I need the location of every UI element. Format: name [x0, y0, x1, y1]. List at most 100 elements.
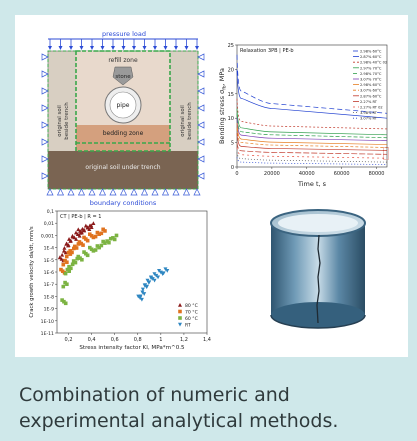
support-triangle: [119, 188, 128, 196]
relax-legend-label: 2.98% 60°C: [360, 83, 382, 87]
support-triangle-right: [197, 104, 205, 112]
soil-right-label: original soilbeside trench: [180, 102, 193, 140]
relax-xtick-label: 40000: [299, 171, 315, 177]
relax-series-line: [236, 113, 388, 139]
crack-xtick-label: 1,4: [203, 337, 211, 343]
crack-point: [67, 237, 72, 241]
crack-point: [178, 303, 182, 307]
support-triangle-left: [41, 70, 49, 78]
crack-point: [57, 255, 62, 260]
crack-point: [114, 233, 119, 238]
crack-point: [63, 301, 68, 306]
support-triangle-left: [41, 87, 49, 95]
crack-point: [145, 284, 149, 289]
bedding-zone-label: bedding zone: [103, 130, 144, 137]
relax-series-line: [236, 118, 388, 141]
crack-point: [82, 227, 87, 232]
crack-point: [165, 268, 170, 273]
crack-point: [99, 243, 104, 248]
crack-point: [111, 236, 115, 240]
crack-ylabel: Crack growth velocity da/dt, mm/s: [29, 226, 35, 318]
crack-point: [67, 269, 71, 273]
crack-legend-label: 60 °C: [185, 316, 198, 322]
support-triangle-right: [197, 87, 205, 95]
boundary-conditions-label: boundary conditions: [90, 199, 157, 207]
crack-point: [75, 256, 80, 261]
crack-point: [101, 227, 105, 232]
relax-end-marker: [383, 147, 389, 160]
crack-point: [103, 229, 107, 233]
pipe-body: [271, 223, 365, 315]
support-triangle-right: [197, 53, 205, 61]
support-triangle-left: [41, 155, 49, 163]
crack-point: [65, 282, 69, 286]
crack-xtick-label: 0,6: [111, 337, 119, 343]
crack-point: [61, 284, 66, 289]
relax-series-line: [236, 127, 388, 148]
crack-point: [142, 292, 147, 296]
crack-point: [89, 225, 94, 230]
crack-point: [78, 230, 83, 235]
pipe-crack: [316, 234, 321, 324]
crack-ytick-label: 1E-6: [44, 270, 54, 276]
crack-point: [63, 258, 67, 263]
relax-series-line: [236, 152, 388, 163]
caption-line-1: Combination of numeric and: [19, 384, 290, 406]
crack-title: CT | PE-b | R = 1: [60, 214, 101, 220]
refill-zone-label: refill zone: [108, 57, 138, 64]
pressure-arrowhead: [121, 46, 126, 50]
pressure-arrowhead: [132, 46, 136, 50]
crack-point: [178, 322, 182, 327]
crack-point: [69, 266, 73, 271]
crack-point: [64, 241, 69, 246]
crack-point: [93, 234, 98, 239]
pressure-arrowhead: [163, 46, 168, 50]
crack-point: [178, 316, 182, 320]
pressure-arrowhead: [79, 46, 84, 50]
relax-legend-label: 3.07% RT: [360, 117, 378, 121]
support-triangle: [140, 188, 149, 196]
relax-legend-label: 2.27% RT: [360, 100, 378, 104]
support-triangle: [88, 188, 96, 196]
relax-legend-label: 3.07% 70°C: [360, 78, 382, 82]
crack-ytick-label: 1E-9: [44, 307, 54, 313]
support-triangle: [67, 188, 75, 196]
crack-xtick-label: 0,2: [65, 337, 73, 343]
crack-point: [97, 245, 101, 250]
support-triangle-left: [41, 121, 49, 129]
relax-ytick-label: 10: [228, 116, 234, 122]
relax-series-line: [236, 69, 388, 119]
relax-series-line: [236, 157, 388, 165]
relax-xtick-label: 80000: [369, 171, 385, 177]
support-triangle-right: [197, 121, 205, 129]
stone-shape: [112, 66, 134, 86]
crack-point: [72, 246, 76, 251]
crack-point: [63, 280, 67, 285]
crack-point: [66, 243, 71, 247]
crack-point: [62, 245, 67, 250]
crack-xtick-label: 0,4: [88, 337, 96, 343]
trench-diagram: pressure load refill zone stone pipe bed…: [41, 30, 205, 207]
support-triangle-left: [41, 104, 49, 112]
crack-point: [74, 237, 79, 241]
crack-point: [101, 239, 105, 244]
support-triangle: [130, 188, 138, 196]
relax-xlabel: Time t, s: [297, 180, 327, 188]
crack-point: [78, 228, 83, 233]
crack-point: [139, 297, 144, 302]
pressure-load-label: pressure load: [102, 30, 146, 38]
relax-legend-label: 2.98% 70°C: [360, 72, 382, 76]
support-triangle-left: [41, 172, 49, 180]
figure-canvas: pressure load refill zone stone pipe bed…: [29, 30, 389, 351]
pressure-arrows: [48, 39, 199, 50]
support-triangle: [172, 188, 180, 196]
support-triangle: [98, 188, 107, 196]
boundary-supports: [41, 53, 205, 196]
crack-xlabel: Stress intensity factor KI, MPa*m^0.5: [79, 345, 185, 351]
crack-point: [70, 233, 75, 238]
support-triangle-right: [197, 138, 205, 146]
crack-point: [108, 236, 113, 241]
crack-ytick-label: 1E-7: [44, 282, 54, 288]
relax-legend-label: 3.98% RT: [360, 111, 378, 115]
crack-point: [138, 294, 143, 299]
